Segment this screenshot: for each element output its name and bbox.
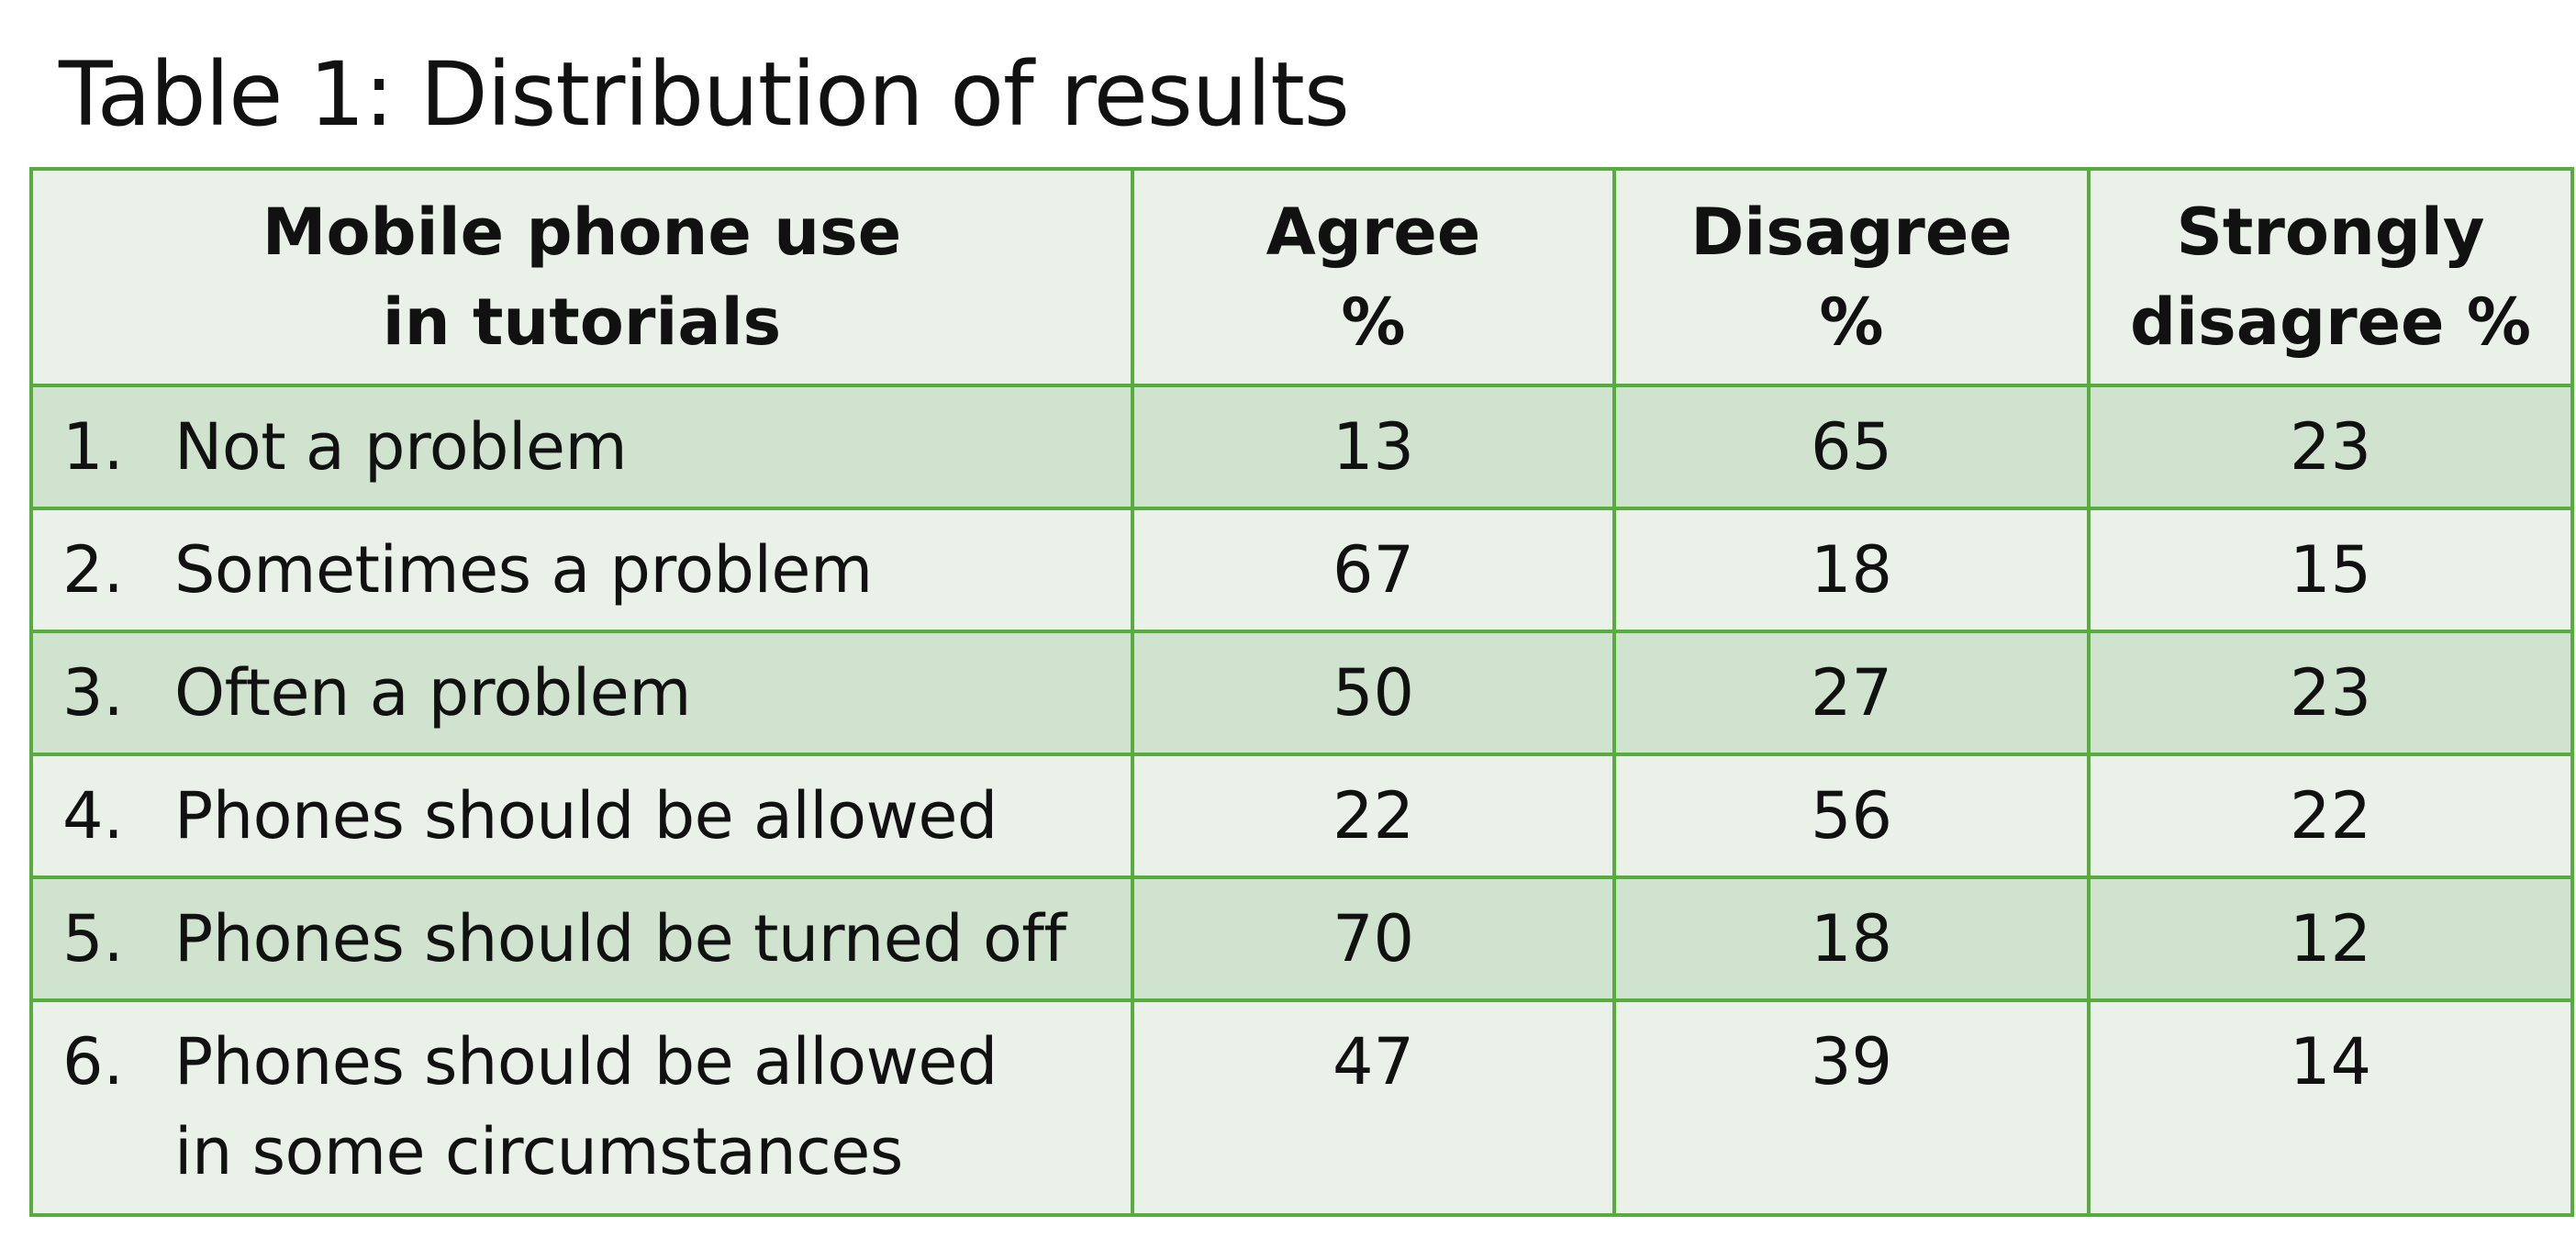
row-label: 1. Not a problem — [29, 384, 1134, 510]
table-row: 3. Often a problem 50 27 23 — [29, 630, 2574, 756]
header-item: Mobile phone use in tutorials — [29, 167, 1134, 387]
strongly-disagree-cell: 23 — [2087, 384, 2574, 510]
disagree-cell: 18 — [1612, 876, 2091, 1002]
table-row: 6. Phones should be allowed in some circum… — [29, 998, 2574, 1217]
strongly-disagree-cell: 12 — [2087, 876, 2574, 1002]
agree-cell: 47 — [1131, 998, 1616, 1217]
row-label: 6. Phones should be allowed in some circum… — [29, 998, 1134, 1217]
agree-cell: 50 — [1131, 630, 1616, 756]
table-row: 5. Phones should be turned off 70 18 12 — [29, 876, 2574, 1002]
agree-cell: 13 — [1131, 384, 1616, 510]
strongly-disagree-cell: 22 — [2087, 753, 2574, 879]
agree-cell: 67 — [1131, 507, 1616, 633]
header-disagree: Disagree % — [1612, 167, 2091, 387]
strongly-disagree-cell: 23 — [2087, 630, 2574, 756]
results-table: Mobile phone use in tutorials Agree % Di… — [29, 167, 2574, 1217]
table-row: 4. Phones should be allowed 22 56 22 — [29, 753, 2574, 879]
agree-cell: 22 — [1131, 753, 1616, 879]
strongly-disagree-cell: 15 — [2087, 507, 2574, 633]
disagree-cell: 27 — [1612, 630, 2091, 756]
header-row: Mobile phone use in tutorials Agree % Di… — [29, 167, 2574, 387]
table-title: Table 1: Distribution of results — [59, 43, 1350, 146]
row-label: 2. Sometimes a problem — [29, 507, 1134, 633]
disagree-cell: 65 — [1612, 384, 2091, 510]
header-strongly-disagree: Strongly disagree % — [2087, 167, 2574, 387]
row-label: 3. Often a problem — [29, 630, 1134, 756]
disagree-cell: 18 — [1612, 507, 2091, 633]
agree-cell: 70 — [1131, 876, 1616, 1002]
row-label: 5. Phones should be turned off — [29, 876, 1134, 1002]
strongly-disagree-cell: 14 — [2087, 998, 2574, 1217]
row-label: 4. Phones should be allowed — [29, 753, 1134, 879]
table-row: 2. Sometimes a problem 67 18 15 — [29, 507, 2574, 633]
disagree-cell: 39 — [1612, 998, 2091, 1217]
header-agree: Agree % — [1131, 167, 1616, 387]
table-row: 1. Not a problem 13 65 23 — [29, 384, 2574, 510]
disagree-cell: 56 — [1612, 753, 2091, 879]
